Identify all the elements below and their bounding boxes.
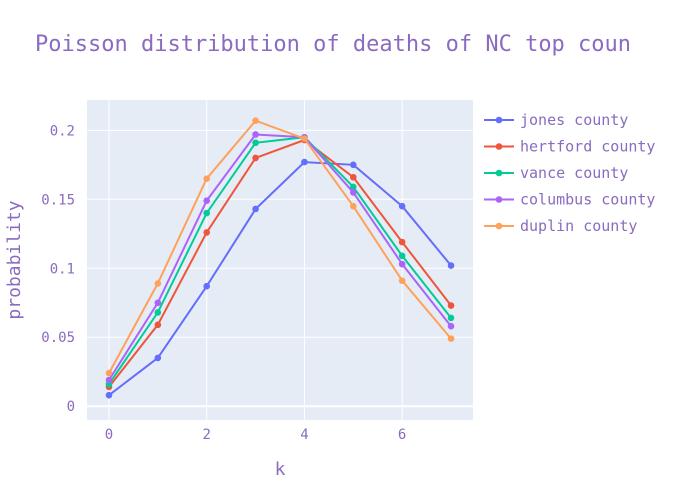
data-point xyxy=(398,202,406,210)
data-point xyxy=(105,376,113,384)
data-point xyxy=(447,322,455,330)
data-point xyxy=(105,391,113,399)
data-point xyxy=(349,189,357,196)
data-point xyxy=(203,209,211,217)
data-point xyxy=(252,117,259,124)
legend[interactable]: jones county hertford county vance county c… xyxy=(484,111,655,235)
data-point xyxy=(203,229,211,236)
data-point xyxy=(447,302,455,309)
legend-label: vance county xyxy=(520,164,628,182)
data-point xyxy=(398,252,406,260)
legend-item-hertford-county[interactable]: hertford county xyxy=(484,138,655,156)
data-point xyxy=(349,173,357,181)
tick-labels: 0 0.05 0.1 0.15 0.2 0 2 4 6 xyxy=(41,123,406,443)
series-line-vance-county xyxy=(108,136,452,385)
legend-item-columbus-county[interactable]: columbus county xyxy=(484,191,655,209)
data-point xyxy=(252,205,259,213)
data-point xyxy=(301,135,308,142)
legend-item-jones-county[interactable]: jones county xyxy=(484,111,628,129)
data-point xyxy=(447,335,455,342)
data-point xyxy=(154,299,162,307)
data-point xyxy=(154,354,162,362)
series-duplin-county xyxy=(105,117,455,377)
data-point xyxy=(398,277,406,284)
series-line-hertford-county xyxy=(108,138,452,388)
series-line-jones-county xyxy=(108,161,452,396)
chart-title: Poisson distribution of deaths of NC top… xyxy=(35,32,631,57)
grid-lines xyxy=(87,100,473,420)
series-line-columbus-county xyxy=(108,133,452,381)
data-point xyxy=(349,183,357,191)
legend-swatch-marker xyxy=(495,169,503,177)
x-tick-label: 2 xyxy=(202,427,210,443)
series-layer xyxy=(105,117,455,399)
data-point xyxy=(203,197,211,204)
x-tick-label: 4 xyxy=(300,427,308,443)
data-point xyxy=(301,158,308,166)
legend-label: duplin county xyxy=(520,217,637,235)
data-point xyxy=(398,260,406,268)
data-point xyxy=(349,202,357,210)
data-point xyxy=(203,175,211,182)
legend-swatch-marker xyxy=(495,116,503,124)
y-tick-label: 0.15 xyxy=(41,192,75,208)
y-tick-label: 0 xyxy=(67,399,75,415)
legend-label: columbus county xyxy=(520,191,655,209)
data-point xyxy=(447,262,455,269)
plot-background xyxy=(87,100,473,420)
legend-swatch-marker xyxy=(495,196,503,203)
y-tick-label: 0.05 xyxy=(41,330,75,346)
legend-swatch-marker xyxy=(495,143,503,150)
data-point xyxy=(154,280,162,287)
legend-item-vance-county[interactable]: vance county xyxy=(484,164,628,182)
series-line-duplin-county xyxy=(108,119,452,374)
data-point xyxy=(154,309,162,316)
legend-label: jones county xyxy=(520,111,628,129)
y-tick-label: 0.2 xyxy=(50,123,75,139)
y-axis-label: probability xyxy=(4,200,25,319)
data-point xyxy=(154,321,162,329)
data-point xyxy=(203,282,211,290)
series-jones-county xyxy=(105,158,455,399)
data-point xyxy=(252,139,259,147)
legend-item-duplin-county[interactable]: duplin county xyxy=(484,217,637,235)
data-point xyxy=(349,161,357,169)
x-tick-label: 6 xyxy=(398,427,406,443)
data-point xyxy=(252,154,259,162)
legend-label: hertford county xyxy=(520,138,655,156)
data-point xyxy=(447,314,455,322)
data-point xyxy=(252,131,259,138)
series-hertford-county xyxy=(105,136,455,391)
data-point xyxy=(398,238,406,246)
x-axis-label: k xyxy=(275,459,286,480)
legend-swatch-marker xyxy=(495,222,503,230)
x-tick-label: 0 xyxy=(105,427,113,443)
y-tick-label: 0.1 xyxy=(50,261,75,277)
data-point xyxy=(105,369,113,377)
